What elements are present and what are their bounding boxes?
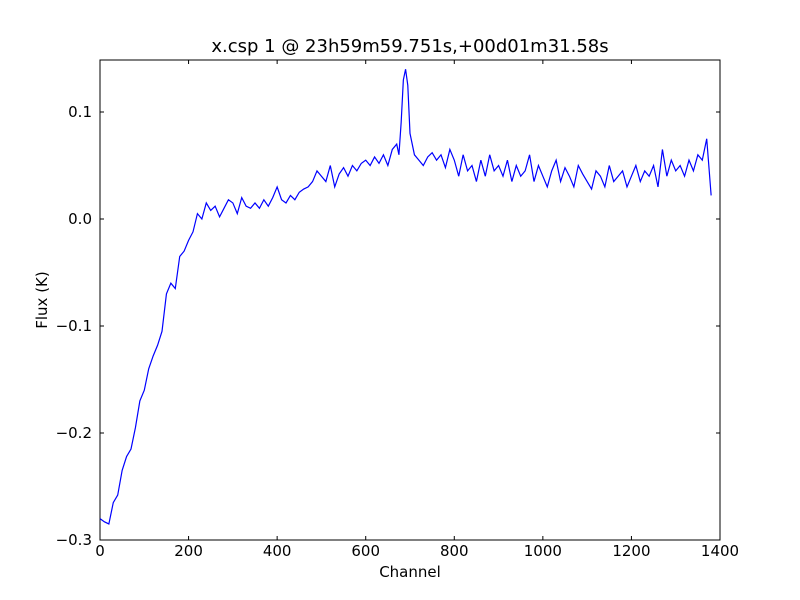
plot-frame bbox=[99, 59, 721, 541]
x-tick-label: 200 bbox=[174, 542, 203, 560]
y-axis-label: Flux (K) bbox=[33, 271, 51, 329]
data-line bbox=[99, 69, 712, 525]
x-tick-label: 600 bbox=[351, 542, 380, 560]
y-tick-label: −0.1 bbox=[56, 317, 92, 335]
y-tick-label: 0.1 bbox=[68, 103, 92, 121]
x-tick-label: 0 bbox=[95, 542, 105, 560]
x-tick-label: 1200 bbox=[612, 542, 650, 560]
x-tick-label: 400 bbox=[263, 542, 292, 560]
x-tick-label: 800 bbox=[440, 542, 469, 560]
y-tick-label: −0.3 bbox=[56, 531, 92, 549]
y-tick-label: −0.2 bbox=[56, 424, 92, 442]
x-axis-label: Channel bbox=[379, 563, 441, 581]
x-tick-label: 1400 bbox=[701, 542, 739, 560]
chart-title: x.csp 1 @ 23h59m59.751s,+00d01m31.58s bbox=[211, 36, 608, 57]
x-tick-label: 1000 bbox=[524, 542, 562, 560]
y-tick-label: 0.0 bbox=[68, 210, 92, 228]
